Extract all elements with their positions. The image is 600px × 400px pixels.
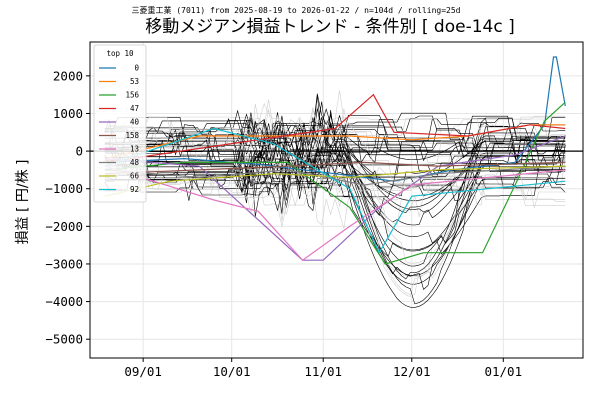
legend-label: 53 <box>130 77 139 86</box>
series-line-156 <box>104 101 566 265</box>
series-line-48 <box>104 165 566 186</box>
series-line-158 <box>104 161 566 175</box>
tick-layer: 09/01 10/01 11/01 12/01 01/01 2000 1000 0 −1000 −… <box>45 68 522 379</box>
legend-label: 48 <box>130 158 140 167</box>
legend: top 100 53 156 47 40 158 13 48 66 92 <box>93 44 147 203</box>
x-tick-label: 01/01 <box>484 364 522 379</box>
background-trend-line <box>104 154 566 196</box>
background-trend-line <box>104 137 566 197</box>
chart-title: 移動メジアン損益トレンド - 条件別 [ doe-14c ] <box>145 17 515 37</box>
background-trend-line <box>104 128 566 183</box>
legend-label: 156 <box>125 91 139 100</box>
background-trend-line <box>104 122 566 201</box>
series-line-40 <box>104 135 566 261</box>
legend-label: 47 <box>130 104 139 113</box>
y-tick-label: −4000 <box>45 294 83 309</box>
background-trend-line <box>104 95 566 163</box>
y-tick-label: 1000 <box>53 106 83 121</box>
y-axis-label: 損益 [ 円/株 ] <box>15 160 31 245</box>
background-trend-line <box>104 151 566 205</box>
legend-label: 66 <box>130 172 140 181</box>
legend-title: top 10 <box>106 49 134 58</box>
background-trend-line <box>104 149 566 214</box>
series-layer <box>104 56 566 265</box>
chart-suptitle: 三菱重工業 (7011) from 2025-08-19 to 2026-01-… <box>132 5 461 15</box>
x-tick-label: 11/01 <box>304 364 342 379</box>
y-tick-label: −1000 <box>45 181 83 196</box>
background-trend-line <box>104 157 566 229</box>
legend-label: 92 <box>130 185 139 194</box>
background-trend-line <box>104 101 566 197</box>
y-tick-label: 2000 <box>53 68 83 83</box>
legend-label: 158 <box>125 131 139 140</box>
y-tick-label: −3000 <box>45 256 83 271</box>
plot-frame <box>89 41 584 359</box>
series-line-47 <box>104 93 566 163</box>
legend-label: 0 <box>134 64 139 73</box>
background-trend-line <box>104 109 566 188</box>
x-tick-label: 12/01 <box>393 364 431 379</box>
background-trend-line <box>104 109 566 143</box>
legend-label: 13 <box>130 145 139 154</box>
series-line-13 <box>104 165 566 261</box>
x-tick-label: 10/01 <box>213 364 251 379</box>
background-trend-line <box>104 93 566 158</box>
y-tick-label: −2000 <box>45 219 83 234</box>
y-tick-label: −5000 <box>45 332 83 347</box>
background-trend-line <box>104 109 566 219</box>
series-line-66 <box>104 165 566 197</box>
background-trend-line <box>104 132 566 267</box>
y-tick-label: 0 <box>75 144 83 159</box>
background-trend-line <box>104 108 566 154</box>
legend-label: 40 <box>130 118 140 127</box>
series-line-92 <box>104 127 566 255</box>
background-trend-line <box>104 124 566 226</box>
x-tick-label: 09/01 <box>124 364 162 379</box>
